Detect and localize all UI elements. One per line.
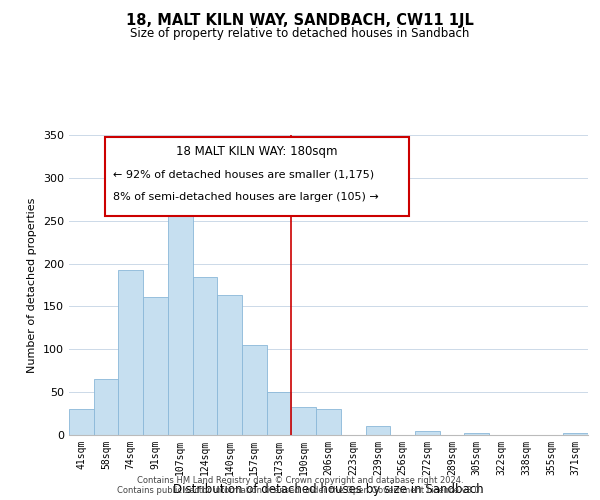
Bar — [365, 426, 390, 435]
Bar — [193, 278, 217, 435]
Bar — [118, 270, 143, 435]
Text: Size of property relative to detached houses in Sandbach: Size of property relative to detached ho… — [130, 28, 470, 40]
Bar — [143, 297, 168, 435]
Text: Contains public sector information licensed under the Open Government Licence v3: Contains public sector information licen… — [118, 486, 482, 495]
Bar — [94, 380, 118, 435]
Text: Contains HM Land Registry data © Crown copyright and database right 2024.: Contains HM Land Registry data © Crown c… — [137, 476, 463, 485]
Bar — [415, 430, 440, 435]
Bar — [316, 410, 341, 435]
Text: 18 MALT KILN WAY: 180sqm: 18 MALT KILN WAY: 180sqm — [176, 146, 338, 158]
Bar — [563, 434, 588, 435]
Y-axis label: Number of detached properties: Number of detached properties — [28, 198, 37, 372]
Text: ← 92% of detached houses are smaller (1,175): ← 92% of detached houses are smaller (1,… — [113, 170, 374, 179]
Bar — [292, 406, 316, 435]
Bar — [242, 345, 267, 435]
Bar — [217, 296, 242, 435]
Text: 18, MALT KILN WAY, SANDBACH, CW11 1JL: 18, MALT KILN WAY, SANDBACH, CW11 1JL — [126, 12, 474, 28]
Bar — [168, 212, 193, 435]
Bar — [464, 434, 489, 435]
Text: 8% of semi-detached houses are larger (105) →: 8% of semi-detached houses are larger (1… — [113, 192, 379, 202]
FancyBboxPatch shape — [106, 136, 409, 216]
X-axis label: Distribution of detached houses by size in Sandbach: Distribution of detached houses by size … — [173, 484, 484, 496]
Bar — [69, 410, 94, 435]
Bar — [267, 392, 292, 435]
